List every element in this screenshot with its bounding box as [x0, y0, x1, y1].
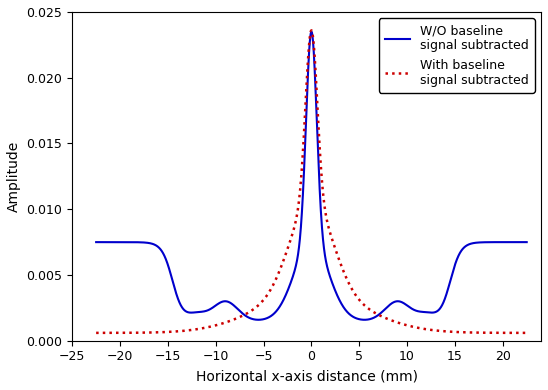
- With baseline
signal subtracted: [308, 28, 315, 33]
- W/O baseline
signal subtracted: [142, 240, 149, 245]
- X-axis label: Horizontal x-axis distance (mm): Horizontal x-axis distance (mm): [196, 369, 418, 383]
- Y-axis label: Amplitude: Amplitude: [7, 141, 21, 212]
- Line: W/O baseline
signal subtracted: W/O baseline signal subtracted: [96, 32, 527, 320]
- W/O baseline
signal subtracted: [255, 317, 261, 322]
- Legend: W/O baseline
signal subtracted, With baseline
signal subtracted: W/O baseline signal subtracted, With bas…: [379, 18, 535, 93]
- With baseline
signal subtracted: [168, 330, 174, 334]
- W/O baseline
signal subtracted: [308, 29, 315, 34]
- Line: With baseline
signal subtracted: With baseline signal subtracted: [96, 30, 527, 333]
- W/O baseline
signal subtracted: [523, 240, 530, 245]
- W/O baseline
signal subtracted: [168, 272, 174, 277]
- With baseline
signal subtracted: [258, 300, 265, 305]
- With baseline
signal subtracted: [93, 331, 99, 335]
- With baseline
signal subtracted: [523, 331, 530, 335]
- W/O baseline
signal subtracted: [515, 240, 522, 245]
- W/O baseline
signal subtracted: [93, 240, 99, 245]
- W/O baseline
signal subtracted: [469, 241, 476, 246]
- W/O baseline
signal subtracted: [258, 317, 265, 322]
- With baseline
signal subtracted: [515, 331, 522, 335]
- With baseline
signal subtracted: [469, 330, 475, 335]
- W/O baseline
signal subtracted: [277, 304, 283, 308]
- With baseline
signal subtracted: [142, 330, 149, 335]
- With baseline
signal subtracted: [277, 268, 283, 272]
